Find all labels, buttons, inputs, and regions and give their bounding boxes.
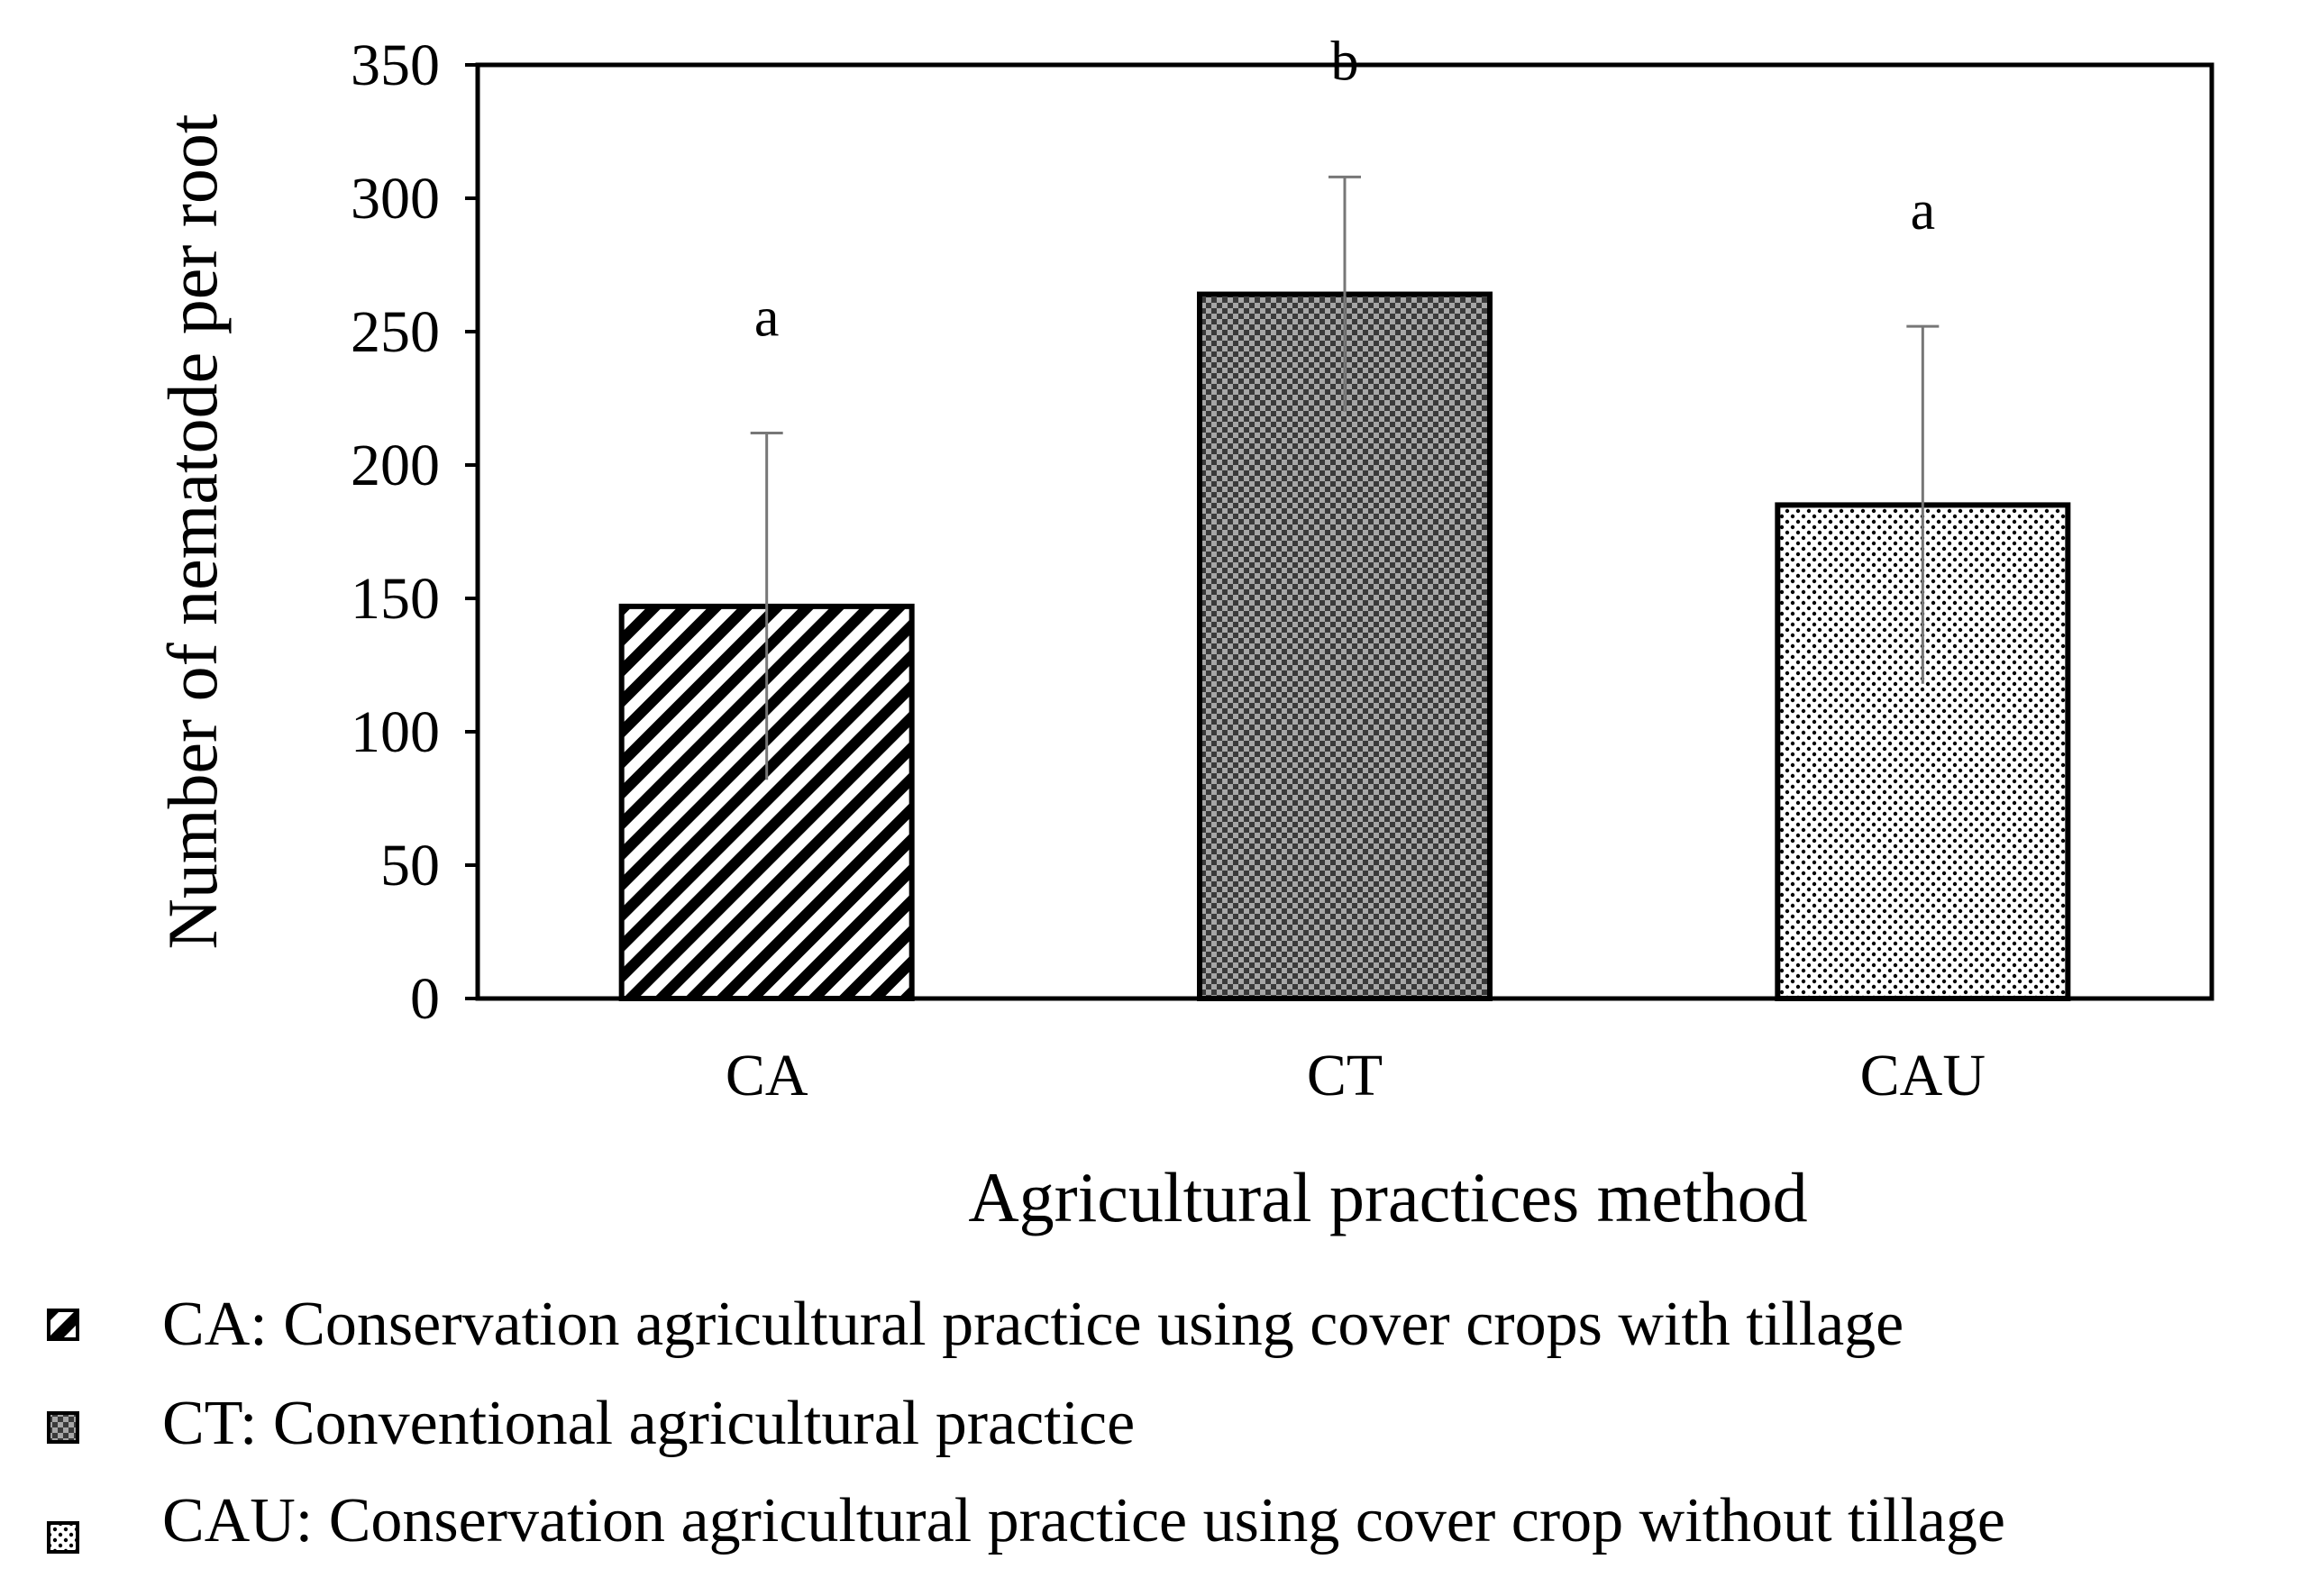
- bar-ca: [618, 603, 915, 1001]
- y-tick-label: 150: [351, 566, 440, 632]
- legend-item-ca: CA: Conservation agricultural practice u…: [0, 1289, 2310, 1379]
- bar-chart: 0 50 100 150 200 250 300 350 a b a CA CT CAU Number…: [153, 31, 2214, 1236]
- x-axis-title: Agricultural practices method: [968, 1158, 1807, 1236]
- y-axis-title: Number of nematode per root: [153, 114, 232, 949]
- legend-text-ca: CA: Conservation agricultural practice u…: [162, 1290, 1904, 1359]
- legend-item-cau: CAU: Conservation agricultural practice …: [0, 1485, 2310, 1575]
- significance-letter-ca: a: [754, 287, 780, 348]
- y-tick-label: 250: [351, 299, 440, 365]
- x-category-label-cau: CAU: [1860, 1043, 1986, 1108]
- legend-text-cau: CAU: Conservation agricultural practice …: [162, 1486, 2005, 1555]
- y-tick-label: 0: [410, 966, 440, 1032]
- legend-text-ct: CT: Conventional agricultural practice: [162, 1389, 1136, 1458]
- y-tick-label: 300: [351, 166, 440, 232]
- legend-item-ct: CT: Conventional agricultural practice: [0, 1388, 2310, 1478]
- x-category-label-ct: CT: [1307, 1043, 1383, 1108]
- legend-swatch-cau: [47, 1521, 79, 1554]
- legend-swatch-ca: [47, 1309, 79, 1341]
- error-bars: [750, 175, 1940, 780]
- y-tick-label: 200: [351, 433, 440, 498]
- x-category-label-ca: CA: [726, 1043, 808, 1108]
- y-tick-label: 50: [380, 833, 440, 898]
- significance-letter-ct: b: [1331, 31, 1359, 92]
- significance-letter-cau: a: [1911, 180, 1936, 242]
- x-axis-categories: CA CT CAU: [726, 1043, 1986, 1108]
- y-axis-ticks: 0 50 100 150 200 250 300 350: [351, 32, 478, 1032]
- significance-letters: a b a: [754, 31, 1935, 348]
- y-tick-label: 350: [351, 32, 440, 98]
- legend-swatch-ct: [47, 1411, 79, 1444]
- y-tick-label: 100: [351, 699, 440, 765]
